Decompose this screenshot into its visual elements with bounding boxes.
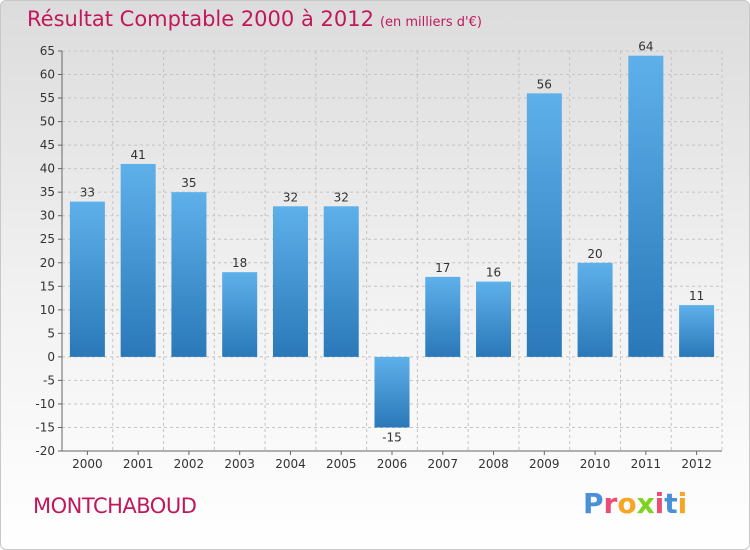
bar-2002 [171, 192, 207, 357]
y-tick-label: 20 [40, 256, 55, 270]
y-tick-label: -10 [35, 397, 55, 411]
x-tick-label-2005: 2005 [326, 457, 357, 471]
logo-letter: i [677, 487, 688, 520]
data-label-2007: 17 [435, 261, 450, 275]
logo-letter: i [654, 487, 665, 520]
y-tick-label: 35 [40, 185, 55, 199]
bars: 33 41 35 18 32 32 -15 17 16 56 20 64 11 [69, 40, 715, 444]
bar-2009 [526, 93, 562, 357]
x-tick-label-2003: 2003 [224, 457, 255, 471]
x-tick-label-2004: 2004 [275, 457, 306, 471]
bar-2003 [222, 272, 258, 357]
city-name: MONTCHABOUD [33, 494, 197, 518]
data-label-2003: 18 [232, 256, 247, 270]
bar-2007 [425, 276, 461, 357]
bar-2012 [679, 305, 715, 357]
y-tick-label: 10 [40, 303, 55, 317]
data-label-2009: 56 [537, 77, 552, 91]
bar-2000 [69, 201, 105, 357]
y-tick-label: 40 [40, 162, 55, 176]
x-tick-label-2011: 2011 [631, 457, 662, 471]
y-tick-label: 15 [40, 279, 55, 293]
data-label-2001: 41 [131, 148, 146, 162]
logo-letter: P [583, 487, 604, 520]
bar-2004 [272, 206, 308, 357]
bar-2010 [577, 262, 613, 357]
chart-title: Résultat Comptable 2000 à 2012 (en millie… [27, 7, 482, 31]
x-tick-label-2002: 2002 [174, 457, 205, 471]
axes: -20 -15 -10 -5 0 5 10 15 20 25 30 35 40 45 50 55 60 65 200… [35, 44, 722, 471]
proxiti-logo: Proxiti [583, 487, 687, 520]
bar-2011 [628, 55, 664, 357]
x-tick-label-2000: 2000 [72, 457, 103, 471]
y-tick-label: 30 [40, 209, 55, 223]
x-tick-label-2009: 2009 [529, 457, 560, 471]
bar-2008 [476, 281, 512, 357]
chart-title-main: Résultat Comptable 2000 à 2012 [27, 7, 374, 31]
bar-2001 [120, 163, 156, 357]
y-tick-label: 45 [40, 138, 55, 152]
data-label-2012: 11 [689, 289, 704, 303]
x-tick-label-2006: 2006 [377, 457, 408, 471]
data-label-2004: 32 [283, 190, 298, 204]
y-tick-label: 55 [40, 91, 55, 105]
x-tick-label-2007: 2007 [427, 457, 458, 471]
y-tick-label: 5 [47, 326, 55, 340]
data-label-2006: -15 [382, 430, 402, 444]
y-tick-label: 50 [40, 115, 55, 129]
x-tick-label-2010: 2010 [580, 457, 611, 471]
bar-2006 [374, 356, 410, 428]
y-tick-label: 60 [40, 68, 55, 82]
y-tick-label: 65 [40, 44, 55, 58]
y-tick-label: 25 [40, 232, 55, 246]
data-label-2011: 64 [638, 40, 653, 54]
x-tick-label-2008: 2008 [478, 457, 509, 471]
bar-2005 [323, 206, 359, 357]
logo-letter: r [603, 487, 618, 520]
y-tick-label: 0 [47, 350, 55, 364]
logo-letter: t [664, 487, 678, 520]
y-tick-label: -15 [35, 420, 55, 434]
chart-title-unit: (en milliers d'€) [379, 15, 482, 30]
y-tick-label: -5 [43, 373, 55, 387]
data-label-2000: 33 [80, 186, 95, 200]
logo-letter: x [636, 487, 655, 520]
logo-letter: o [617, 487, 637, 520]
data-label-2005: 32 [334, 190, 349, 204]
x-tick-label-2001: 2001 [123, 457, 154, 471]
x-tick-label-2012: 2012 [681, 457, 712, 471]
data-label-2010: 20 [587, 247, 602, 261]
data-label-2008: 16 [486, 266, 501, 280]
data-label-2002: 35 [181, 176, 196, 190]
y-tick-label: -20 [35, 444, 55, 458]
